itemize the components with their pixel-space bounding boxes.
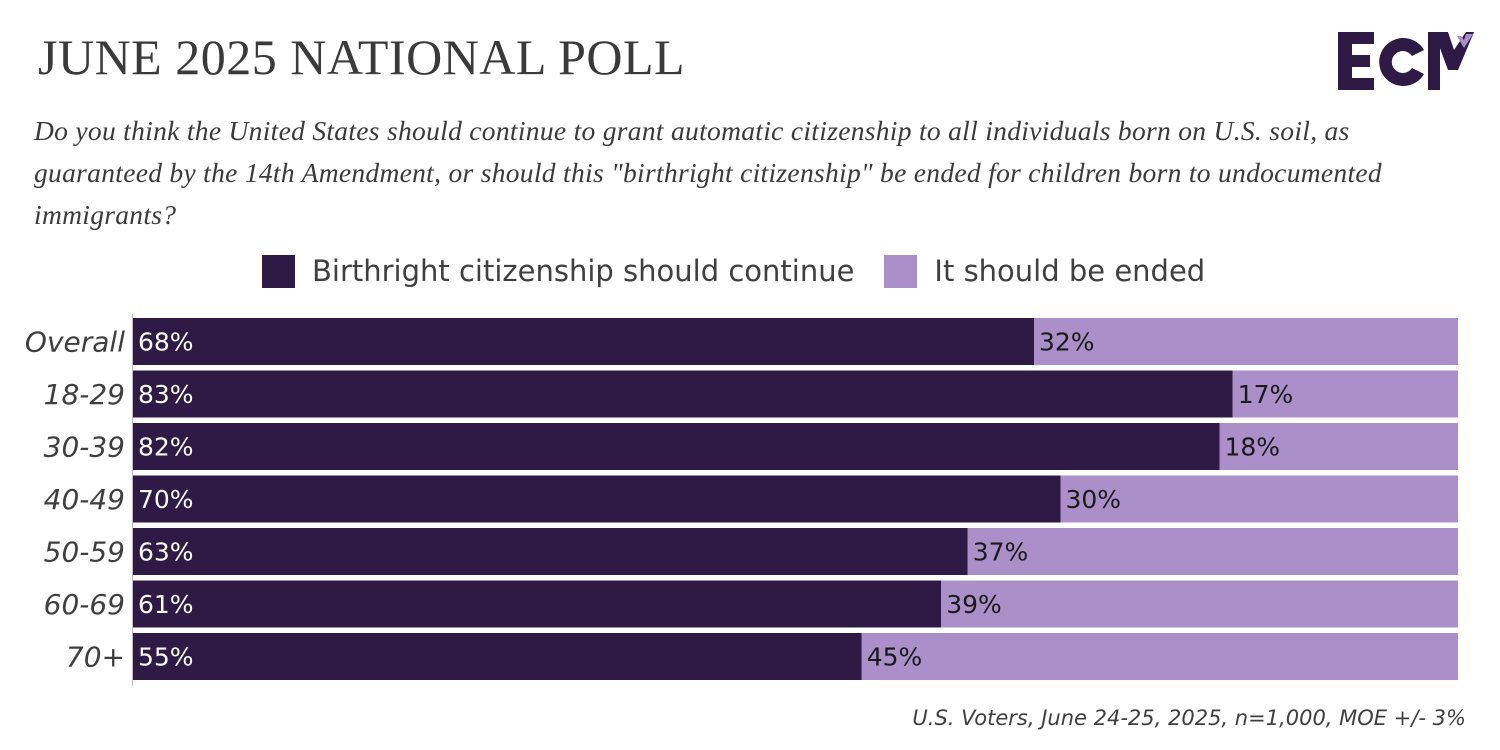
data-label-ended: 18%	[1225, 433, 1281, 462]
footnote: U.S. Voters, June 24-25, 2025, n=1,000, …	[912, 706, 1466, 730]
bar-ended	[1219, 423, 1458, 470]
data-label-ended: 32%	[1039, 328, 1095, 357]
bar-continue	[133, 475, 1061, 523]
legend-item-ended: It should be ended	[884, 254, 1205, 288]
data-label-continue: 70%	[138, 485, 194, 514]
legend-swatch-continue	[262, 254, 295, 288]
data-label-continue: 61%	[138, 590, 194, 619]
bar-continue	[133, 370, 1233, 418]
legend-label-continue: Birthright citizenship should continue	[312, 254, 855, 288]
category-label: 40-49	[44, 483, 125, 516]
category-label: 60-69	[44, 588, 125, 621]
bar-ended	[861, 633, 1458, 680]
bar-continue	[133, 528, 968, 575]
data-label-ended: 30%	[1066, 485, 1122, 514]
category-label: Overall	[25, 326, 125, 359]
data-label-continue: 55%	[138, 643, 194, 672]
category-label: 50-59	[44, 536, 125, 569]
data-label-continue: 63%	[138, 538, 194, 567]
bar-ended	[1232, 370, 1458, 418]
data-label-ended: 45%	[867, 643, 923, 672]
data-label-continue: 68%	[138, 328, 194, 357]
bar-ended	[967, 528, 1458, 575]
category-label: 30-39	[44, 431, 125, 464]
data-label-continue: 83%	[138, 380, 194, 409]
legend-item-continue: Birthright citizenship should continue	[262, 254, 854, 288]
category-label: 70+	[66, 641, 125, 674]
bar-ended	[941, 580, 1458, 628]
category-label: 18-29	[44, 378, 125, 411]
bar-continue	[133, 423, 1220, 470]
data-label-ended: 17%	[1238, 380, 1294, 409]
legend-label-ended: It should be ended	[934, 254, 1206, 288]
bar-continue	[133, 633, 862, 680]
bar-continue	[133, 318, 1034, 365]
ecp-logo	[1338, 32, 1474, 90]
data-label-ended: 37%	[973, 538, 1029, 567]
bar-ended	[1060, 475, 1458, 523]
legend-swatch-ended	[884, 254, 918, 288]
bar-ended	[1034, 318, 1458, 365]
data-label-ended: 39%	[946, 590, 1002, 619]
chart-title: JUNE 2025 NATIONAL POLL	[38, 29, 686, 85]
chart-legend: Birthright citizenship should continue I…	[262, 253, 1205, 289]
question-text: Do you think the United States should co…	[34, 115, 1382, 230]
bar-continue	[133, 580, 942, 628]
data-label-continue: 82%	[138, 433, 194, 462]
